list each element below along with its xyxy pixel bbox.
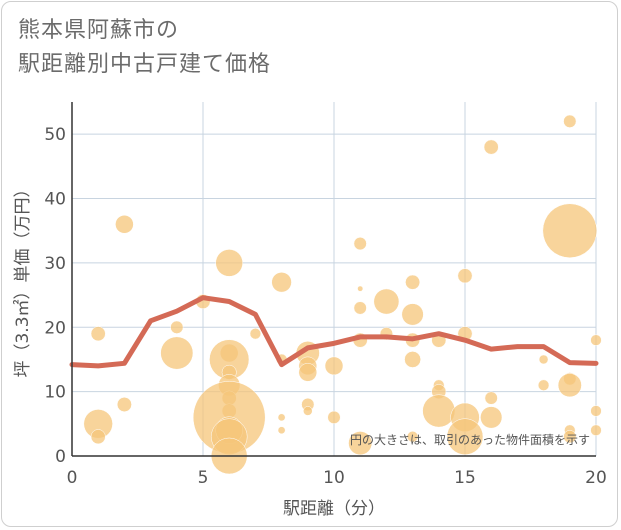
y-tick-label: 40 (44, 190, 66, 210)
y-tick-label: 50 (44, 125, 66, 145)
data-bubble (327, 410, 341, 424)
data-bubble (406, 431, 419, 443)
data-bubble (590, 334, 602, 346)
data-bubble (457, 268, 473, 284)
bubble-series (83, 114, 602, 475)
data-bubble (537, 379, 550, 391)
data-bubble (90, 326, 106, 342)
data-bubble (404, 351, 421, 368)
x-tick-label: 10 (323, 468, 345, 488)
data-bubble (422, 394, 456, 428)
data-bubble (538, 354, 549, 365)
grid (71, 102, 597, 457)
data-bubble (271, 272, 292, 293)
data-bubble (303, 406, 313, 416)
data-bubble (563, 114, 577, 128)
data-bubble (373, 288, 400, 315)
y-tick-label: 10 (44, 383, 66, 403)
data-bubble (249, 328, 262, 340)
chart-title: 熊本県阿蘇市の 駅距離別中古戸建て価格 (18, 14, 271, 82)
data-bubble (115, 215, 134, 234)
data-bubble (277, 426, 286, 435)
data-bubble (590, 424, 602, 436)
trend-series (69, 295, 599, 369)
data-bubble (542, 203, 598, 258)
data-bubble (215, 249, 243, 277)
y-tick-label: 0 (55, 447, 66, 467)
data-bubble (480, 406, 503, 429)
data-bubble (324, 356, 344, 376)
data-bubble (170, 320, 184, 334)
size-annotation: 円の大きさは、取引のあった物件面積を示す (350, 432, 590, 447)
y-tick-label: 30 (44, 254, 66, 274)
data-bubble (557, 373, 582, 398)
y-tick-label: 20 (44, 318, 66, 338)
data-bubble (405, 274, 421, 290)
data-bubble (401, 303, 424, 326)
title-line-2: 駅距離別中古戸建て価格 (18, 52, 272, 77)
x-tick-label: 5 (198, 468, 209, 488)
tick-labels: 0 5 10 15 20 0 10 20 30 40 50 (44, 125, 606, 488)
trend-line (69, 295, 599, 369)
data-bubble (483, 139, 499, 155)
data-bubble (353, 237, 367, 251)
data-bubble (353, 301, 367, 315)
data-bubble (116, 397, 132, 412)
data-bubble (298, 363, 318, 382)
x-axis-title: 駅距離（分） (283, 499, 385, 519)
data-bubble (484, 391, 498, 405)
y-axis-title: 坪（3.3㎡）単価（万円） (13, 180, 33, 377)
data-bubble (446, 418, 484, 455)
data-bubble (90, 429, 106, 445)
data-bubble (357, 285, 364, 292)
x-tick-label: 20 (585, 468, 607, 488)
data-bubble (348, 431, 373, 456)
x-tick-label: 0 (67, 468, 78, 488)
x-tick-label: 15 (454, 468, 476, 488)
data-bubble (277, 413, 286, 422)
data-bubble (563, 430, 577, 444)
data-bubble (590, 405, 602, 417)
title-line-1: 熊本県阿蘇市の (18, 18, 180, 43)
axes (71, 102, 596, 457)
data-bubble (160, 336, 194, 370)
